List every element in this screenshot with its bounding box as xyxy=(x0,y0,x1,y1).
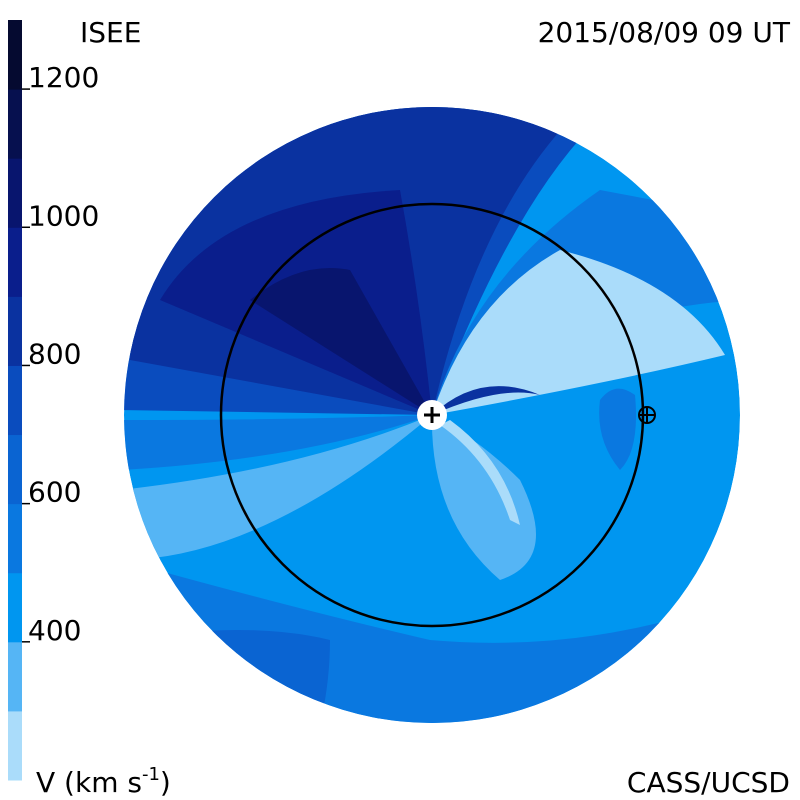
unit-end: ) xyxy=(160,766,171,799)
field-region xyxy=(599,388,636,470)
timestamp: 2015/08/09 09 UT xyxy=(538,16,791,49)
colorbar: 400 600 800 1000 1200 xyxy=(8,20,99,781)
colorbar-band xyxy=(8,227,22,297)
field-region xyxy=(124,630,330,723)
colorbar-band xyxy=(8,365,22,436)
colorbar-tick-label: 1200 xyxy=(28,61,99,94)
colorbar-tick-label: 1000 xyxy=(28,199,99,232)
field-region xyxy=(440,420,520,525)
colorbar-band xyxy=(8,710,22,781)
field-region xyxy=(432,250,725,415)
field-region xyxy=(432,386,540,415)
colorbar-tick-label: 800 xyxy=(28,337,81,370)
field-region xyxy=(124,415,432,470)
earth-marker xyxy=(639,407,655,423)
field-region xyxy=(124,415,432,560)
sun-marker xyxy=(424,407,440,423)
colorbar-band xyxy=(8,503,22,574)
colorbar-band xyxy=(8,89,22,159)
field-region xyxy=(250,268,432,415)
velocity-field xyxy=(124,107,740,723)
colorbar-band xyxy=(8,158,22,228)
colorbar-unit: V (km s-1) xyxy=(36,764,171,799)
colorbar-tick-label: 400 xyxy=(28,614,81,647)
colorbar-band xyxy=(8,296,22,366)
unit-exponent: -1 xyxy=(142,764,160,785)
colorbar-band xyxy=(8,434,22,505)
institute-label: ISEE xyxy=(80,16,141,49)
colorbar-band xyxy=(8,20,22,90)
colorbar-band xyxy=(8,572,22,643)
field-region xyxy=(431,415,536,580)
credit: CASS/UCSD xyxy=(627,766,790,799)
unit-text: V (km s xyxy=(36,766,142,799)
colorbar-band xyxy=(8,641,22,712)
colorbar-tick-label: 600 xyxy=(28,476,81,509)
